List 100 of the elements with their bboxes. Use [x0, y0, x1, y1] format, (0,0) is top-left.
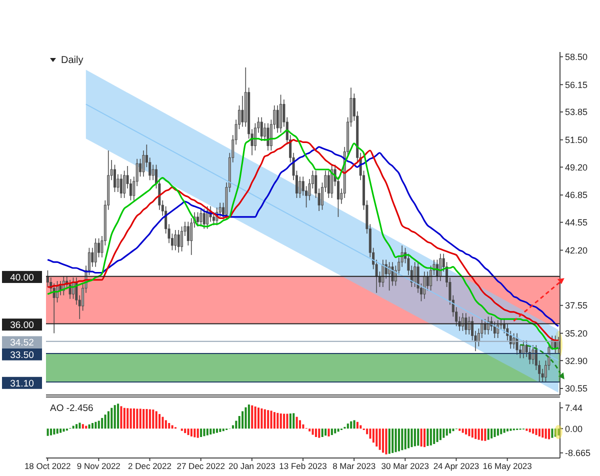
- x-tick-label: 18 Oct 2022: [24, 461, 72, 472]
- ref-line-label: 31.10: [10, 378, 34, 390]
- bar: [299, 420, 302, 429]
- bar: [394, 428, 397, 452]
- bar: [308, 428, 311, 432]
- bar: [506, 428, 509, 432]
- bar: [433, 428, 436, 444]
- candlestick: [423, 271, 426, 300]
- bar: [260, 408, 263, 429]
- bar: [484, 428, 486, 441]
- y-tick-label: 44.55: [565, 218, 588, 228]
- bar: [401, 428, 404, 450]
- bar: [203, 428, 206, 436]
- bar: [302, 424, 304, 429]
- candlestick: [241, 96, 244, 128]
- bar: [123, 408, 126, 429]
- bar: [446, 428, 448, 436]
- candlestick: [280, 94, 282, 134]
- bar: [273, 412, 276, 429]
- bar: [50, 428, 52, 436]
- x-tick-label: 20 Jan 2023: [228, 461, 276, 472]
- bar: [321, 428, 324, 437]
- bar: [452, 428, 454, 432]
- bar: [82, 424, 84, 429]
- bar: [314, 428, 317, 437]
- bar: [382, 428, 384, 453]
- candlestick: [426, 271, 429, 291]
- x-tick-label: 9 Nov 2022: [76, 461, 121, 472]
- y-tick-label: 49.20: [565, 162, 588, 172]
- bar: [120, 406, 122, 429]
- bar: [244, 407, 247, 429]
- x-tick-label: 8 Mar 2023: [332, 461, 376, 472]
- bar: [104, 414, 106, 429]
- bar: [480, 428, 483, 441]
- bar: [296, 416, 298, 429]
- x-tick-label: 24 Apr 2023: [433, 461, 480, 472]
- bar: [318, 428, 320, 438]
- candlestick: [139, 158, 142, 178]
- candlestick: [327, 170, 330, 198]
- y-tick-label: 7.44: [565, 402, 583, 413]
- bar: [158, 414, 161, 429]
- bar: [426, 428, 429, 446]
- bar: [369, 428, 372, 439]
- bar: [56, 428, 58, 434]
- bar: [496, 428, 499, 436]
- bar: [328, 428, 330, 436]
- bar: [535, 428, 538, 436]
- candlestick: [276, 105, 279, 134]
- bar: [542, 428, 544, 438]
- bar: [324, 428, 327, 436]
- bar: [126, 408, 129, 429]
- chart-title: Daily: [61, 55, 84, 66]
- bar: [219, 428, 222, 432]
- bar: [289, 413, 292, 429]
- bar: [130, 408, 132, 429]
- bar: [280, 413, 282, 429]
- bar: [98, 420, 100, 429]
- y-tick-label: 0.00: [565, 424, 583, 434]
- y-tick-label: 46.85: [565, 190, 588, 200]
- bar: [200, 428, 202, 437]
- bar: [410, 428, 413, 448]
- bar: [500, 428, 502, 434]
- bar: [196, 428, 199, 438]
- bar: [270, 410, 272, 429]
- bar: [462, 428, 464, 433]
- bar: [171, 425, 174, 429]
- bar: [114, 405, 116, 429]
- bar: [216, 428, 218, 433]
- ref-line-label: 33.50: [10, 350, 34, 361]
- x-tick-label: 2 Dec 2022: [128, 461, 172, 472]
- bar: [222, 428, 224, 432]
- bar: [76, 424, 78, 429]
- x-tick-label: 30 Mar 2023: [381, 461, 430, 472]
- bar: [490, 428, 493, 438]
- bar: [376, 428, 378, 447]
- y-tick-label: 53.85: [565, 107, 588, 118]
- bar: [78, 422, 81, 429]
- bar: [53, 428, 56, 434]
- bar: [107, 411, 110, 429]
- bar: [366, 428, 368, 434]
- candlestick: [496, 320, 500, 338]
- candlestick: [382, 259, 384, 288]
- y-tick-label: 42.20: [565, 245, 588, 256]
- bar: [60, 428, 62, 433]
- bar: [101, 418, 104, 429]
- bar: [142, 409, 145, 429]
- candlestick: [120, 174, 122, 198]
- y-tick-label: -8.665: [565, 448, 591, 458]
- y-tick-label: 35.20: [565, 328, 588, 338]
- bar: [388, 428, 390, 454]
- bar: [72, 426, 74, 429]
- candlestick: [512, 332, 516, 350]
- bar: [258, 408, 260, 429]
- bar: [164, 420, 167, 429]
- bar: [414, 428, 416, 446]
- bar: [251, 405, 254, 429]
- bar: [94, 422, 97, 429]
- bar: [465, 428, 468, 434]
- bar: [91, 423, 94, 429]
- candlestick: [464, 312, 468, 335]
